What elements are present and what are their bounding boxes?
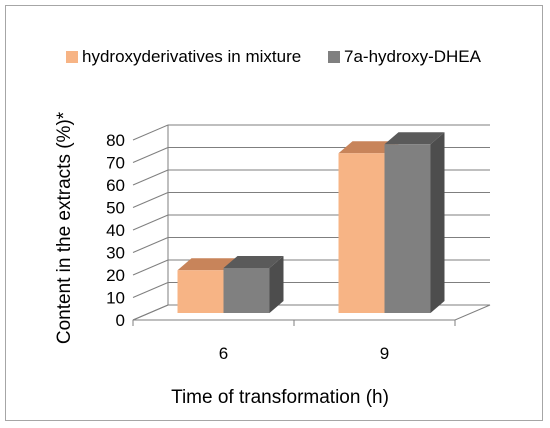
legend-swatch-7a-hydroxy-dhea: [328, 51, 340, 63]
y-tick-label: 70: [106, 154, 125, 173]
gridline-side-70: [132, 147, 169, 163]
legend-label-hydroxyderivatives: hydroxyderivatives in mixture: [82, 47, 301, 66]
y-tick-label: 80: [106, 131, 125, 150]
legend: hydroxyderivatives in mixture 7a-hydroxy…: [66, 47, 482, 66]
bar-hydroxyderivatives-9-top: [338, 141, 399, 154]
x-tick-label-6: 6: [219, 344, 228, 363]
bar-7a-hydroxy-dhea-9: [384, 132, 445, 313]
gridline-side-10: [132, 282, 169, 298]
legend-label-7a-hydroxy-dhea: 7a-hydroxy-DHEA: [344, 47, 482, 66]
floor-outline: [132, 304, 491, 321]
bar-7a-hydroxy-dhea-6: [223, 256, 284, 313]
x-axis-title: Time of transformation (h): [171, 387, 389, 408]
gridline-side-50: [132, 192, 169, 208]
gridline-side-80: [132, 124, 169, 141]
bar-7a-hydroxy-dhea-9-front: [384, 144, 431, 313]
bar-7a-hydroxy-dhea-9-top: [384, 132, 445, 145]
bar-hydroxyderivatives-9-front: [338, 153, 385, 313]
bar-7a-hydroxy-dhea-6-side: [269, 256, 284, 313]
y-tick-label: 30: [106, 244, 125, 263]
bar-7a-hydroxy-dhea-6-front: [223, 268, 270, 313]
y-tick-label: 40: [106, 221, 125, 240]
y-tick-labels: 0 10 20 30 40 50 60 70 80: [106, 131, 125, 330]
y-tick-label: 60: [106, 176, 125, 195]
y-axis-title: Content in the extracts (%)*: [54, 111, 75, 344]
bar-hydroxyderivatives-6-top: [177, 258, 238, 271]
bar-7a-hydroxy-dhea-9-side: [430, 132, 445, 313]
chart-floor: [132, 304, 491, 326]
y-tick-label: 10: [106, 289, 125, 308]
legend-swatch-hydroxyderivatives: [66, 51, 78, 63]
bars: [177, 132, 445, 313]
y-tick-label: 20: [106, 266, 125, 285]
gridline-side-40: [132, 214, 169, 231]
x-tick-label-9: 9: [380, 344, 389, 363]
y-tick-label: 0: [116, 311, 125, 330]
chart-frame: [5, 5, 543, 421]
bar-7a-hydroxy-dhea-6-top: [223, 256, 284, 268]
gridline-side-60: [132, 169, 169, 186]
y-tick-label: 50: [106, 199, 125, 218]
bar-hydroxyderivatives-6-front: [177, 270, 224, 313]
gridline-side-20: [132, 259, 169, 276]
gridline-side-30: [132, 237, 169, 253]
